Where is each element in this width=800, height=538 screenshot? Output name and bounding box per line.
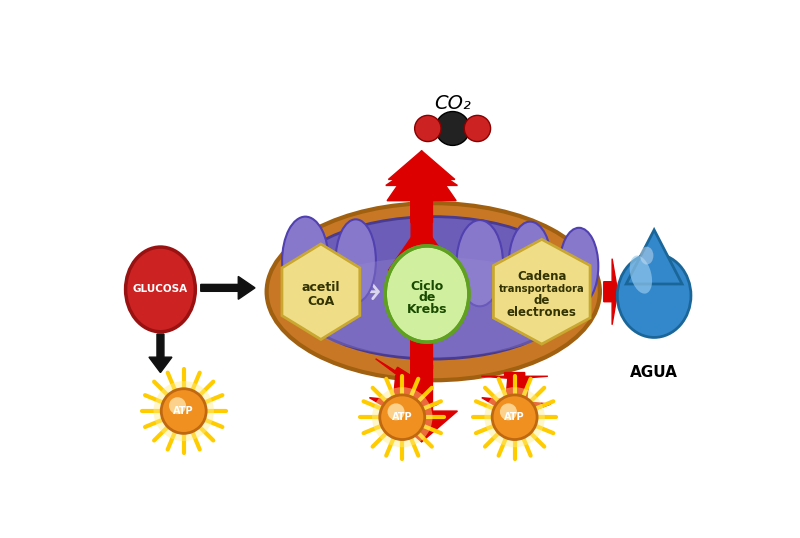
Polygon shape: [201, 277, 255, 299]
Text: CO₂: CO₂: [434, 94, 471, 112]
Text: Cadena: Cadena: [517, 270, 566, 283]
Ellipse shape: [386, 246, 469, 342]
Ellipse shape: [126, 247, 195, 332]
Circle shape: [154, 381, 214, 441]
Ellipse shape: [457, 220, 503, 306]
Text: ATP: ATP: [392, 412, 413, 422]
Text: de: de: [418, 292, 436, 305]
Ellipse shape: [286, 217, 581, 359]
Circle shape: [492, 395, 537, 440]
Circle shape: [500, 404, 517, 420]
Circle shape: [169, 397, 186, 414]
Polygon shape: [149, 334, 172, 372]
Polygon shape: [388, 222, 455, 369]
Polygon shape: [376, 359, 432, 394]
Circle shape: [372, 387, 433, 447]
Circle shape: [380, 395, 425, 440]
Text: Ciclo: Ciclo: [410, 280, 444, 293]
Polygon shape: [482, 376, 550, 417]
Polygon shape: [494, 239, 590, 344]
Text: GLUCOSA: GLUCOSA: [133, 285, 188, 294]
Ellipse shape: [630, 256, 652, 294]
Ellipse shape: [336, 220, 376, 302]
Text: CoA: CoA: [307, 295, 334, 308]
Polygon shape: [386, 161, 458, 222]
Polygon shape: [386, 365, 458, 442]
Ellipse shape: [509, 222, 551, 305]
Polygon shape: [386, 230, 458, 369]
Text: electrones: electrones: [507, 306, 577, 319]
Circle shape: [162, 389, 206, 434]
Circle shape: [435, 111, 470, 145]
Polygon shape: [482, 372, 548, 379]
Text: transportadora: transportadora: [499, 284, 585, 294]
Text: ATP: ATP: [504, 412, 525, 422]
Ellipse shape: [266, 203, 600, 380]
Polygon shape: [282, 244, 360, 339]
Circle shape: [485, 387, 545, 447]
Circle shape: [414, 115, 441, 141]
Text: de: de: [534, 294, 550, 307]
Ellipse shape: [618, 254, 691, 337]
Text: acetil: acetil: [302, 281, 340, 294]
Polygon shape: [604, 259, 618, 325]
Polygon shape: [626, 230, 682, 284]
Ellipse shape: [282, 217, 329, 305]
Polygon shape: [388, 151, 455, 222]
Circle shape: [387, 404, 405, 420]
Ellipse shape: [559, 228, 598, 305]
Ellipse shape: [294, 257, 573, 357]
Text: AGUA: AGUA: [630, 365, 678, 380]
Polygon shape: [387, 151, 456, 379]
Ellipse shape: [640, 246, 654, 265]
Text: ATP: ATP: [174, 406, 194, 416]
Text: Krebs: Krebs: [407, 303, 447, 316]
Circle shape: [464, 115, 490, 141]
Polygon shape: [370, 376, 438, 417]
